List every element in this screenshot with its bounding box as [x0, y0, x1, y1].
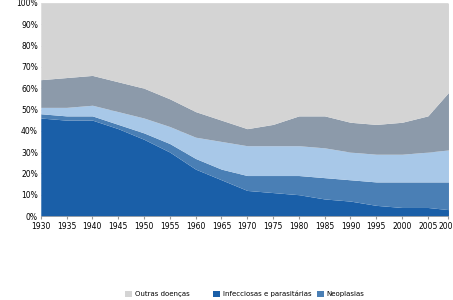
Legend: Outras doenças, Aparelho circulatório, Infecciosas e parasitárias, Causas extern: Outras doenças, Aparelho circulatório, I…	[122, 288, 367, 300]
